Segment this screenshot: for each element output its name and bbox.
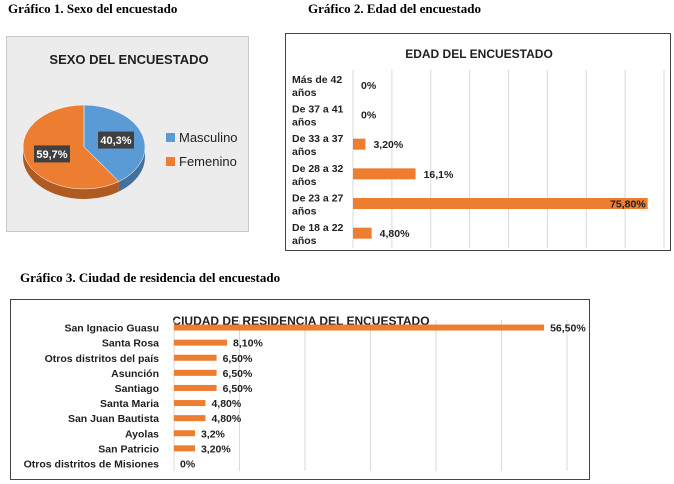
category-label: De 37 a 41 años xyxy=(292,104,344,129)
bar-value-label: 3,2% xyxy=(201,428,226,440)
bar-value-label: 0% xyxy=(361,110,377,122)
category-label-line: San Ignacio Guasu xyxy=(64,323,159,335)
bar xyxy=(174,369,217,376)
bar xyxy=(174,324,545,331)
category-label: Santa Rosa xyxy=(102,338,159,350)
category-label: De 33 a 37 años xyxy=(292,133,344,158)
bar-value-label: 6,50% xyxy=(223,383,253,395)
bar-value-label: 3,20% xyxy=(201,443,231,455)
category-label: San Patricio xyxy=(98,443,159,455)
caption-chart-3: Gráfico 3. Ciudad de residencia del encu… xyxy=(20,270,281,285)
pie-chart-panel: SEXO DEL ENCUESTADO 40,3% 59,7% Masculino F… xyxy=(6,36,249,232)
caption-chart-1: Gráfico 1. Sexo del encuestado xyxy=(8,1,178,16)
pie-data-label: 59,7% xyxy=(36,149,67,161)
age-chart-panel: EDAD DEL ENCUESTADO Más de 42 años 0% De 37… xyxy=(285,33,671,251)
category-label-line: Más de 42 xyxy=(292,74,342,86)
category-label: Otros distritos del país xyxy=(45,353,160,365)
category-label: Santa Maria xyxy=(100,398,159,410)
category-label-line: Ayolas xyxy=(125,428,159,440)
category-label: De 28 a 32 años xyxy=(292,163,344,188)
bar-value-label: 3,20% xyxy=(373,139,403,151)
legend-label-femenino: Femenino xyxy=(179,154,237,169)
pie-chart-title: SEXO DEL ENCUESTADO xyxy=(49,52,208,67)
bar-value-label: 16,1% xyxy=(424,169,454,181)
category-label: De 18 a 22 años xyxy=(292,222,344,247)
category-label-line: De 23 a 27 xyxy=(292,193,344,205)
bar xyxy=(353,168,416,180)
category-label-line: años xyxy=(292,87,317,99)
bar xyxy=(174,430,195,437)
bar xyxy=(174,339,228,346)
category-label-line: años xyxy=(292,146,317,158)
category-label-line: De 37 a 41 xyxy=(292,104,344,116)
category-label-line: Asunción xyxy=(111,368,159,380)
category-label: Santiago xyxy=(115,383,159,395)
age-chart-title: EDAD DEL ENCUESTADO xyxy=(405,47,553,61)
category-label-line: San Juan Bautista xyxy=(68,413,159,425)
category-label: Asunción xyxy=(111,368,159,380)
category-label-line: Otros distritos del país xyxy=(45,353,160,365)
legend-swatch-femenino xyxy=(166,157,175,166)
bar xyxy=(174,384,217,391)
legend-swatch-masculino xyxy=(166,133,175,142)
category-label-line: años xyxy=(292,176,317,188)
bar-value-label: 0% xyxy=(361,80,377,92)
pie-chart: SEXO DEL ENCUESTADO 40,3% 59,7% Masculino F… xyxy=(22,52,238,199)
bar xyxy=(174,445,195,452)
pie-slice-side-femenino xyxy=(22,147,119,199)
category-label: San Juan Bautista xyxy=(68,413,159,425)
bar-value-label: 75,80% xyxy=(610,199,646,211)
category-label-line: años xyxy=(292,206,317,218)
category-label-line: Otros distritos de Misiones xyxy=(24,458,160,470)
bar xyxy=(353,138,366,150)
city-chart-panel: CIUDAD DE RESIDENCIA DEL ENCUESTADO San … xyxy=(10,299,590,480)
category-label: Otros distritos de Misiones xyxy=(24,458,160,470)
category-label-line: San Patricio xyxy=(98,443,159,455)
bar-value-label: 8,10% xyxy=(233,338,263,350)
pie-label-box xyxy=(98,131,135,149)
bar-value-label: 6,50% xyxy=(223,368,253,380)
category-label-line: Santa Rosa xyxy=(102,338,159,350)
category-label-line: Santa Maria xyxy=(100,398,159,410)
category-label: San Ignacio Guasu xyxy=(64,323,159,335)
category-label-line: De 28 a 32 xyxy=(292,163,344,175)
bar-value-label: 56,50% xyxy=(550,323,586,335)
category-label-line: años xyxy=(292,235,317,247)
bar-value-label: 0% xyxy=(180,458,196,470)
bar-value-label: 4,80% xyxy=(380,228,410,240)
bar xyxy=(174,354,217,361)
category-label-line: Santiago xyxy=(115,383,159,395)
city-chart-title: CIUDAD DE RESIDENCIA DEL ENCUESTADO xyxy=(172,314,429,328)
bar xyxy=(174,415,206,422)
bar-value-label: 4,80% xyxy=(211,413,241,425)
category-label: Más de 42 años xyxy=(292,74,342,99)
legend-label-masculino: Masculino xyxy=(179,130,238,145)
bar-value-label: 6,50% xyxy=(223,353,253,365)
bar xyxy=(353,227,372,239)
pie-data-label: 40,3% xyxy=(100,135,131,147)
caption-chart-2: Gráfico 2. Edad del encuestado xyxy=(308,1,481,16)
pie-slice-side-masculino xyxy=(118,147,145,192)
category-label: De 23 a 27 años xyxy=(292,193,344,218)
category-label: Ayolas xyxy=(125,428,159,440)
bar xyxy=(174,400,206,407)
category-label-line: De 33 a 37 xyxy=(292,133,344,145)
city-bar-chart: CIUDAD DE RESIDENCIA DEL ENCUESTADO San … xyxy=(24,314,586,471)
category-label-line: años xyxy=(292,117,317,129)
bar-value-label: 4,80% xyxy=(211,398,241,410)
bar xyxy=(353,198,648,209)
category-label-line: De 18 a 22 xyxy=(292,222,344,234)
pie-label-box xyxy=(33,145,70,163)
pie-slice-femenino xyxy=(22,104,120,190)
